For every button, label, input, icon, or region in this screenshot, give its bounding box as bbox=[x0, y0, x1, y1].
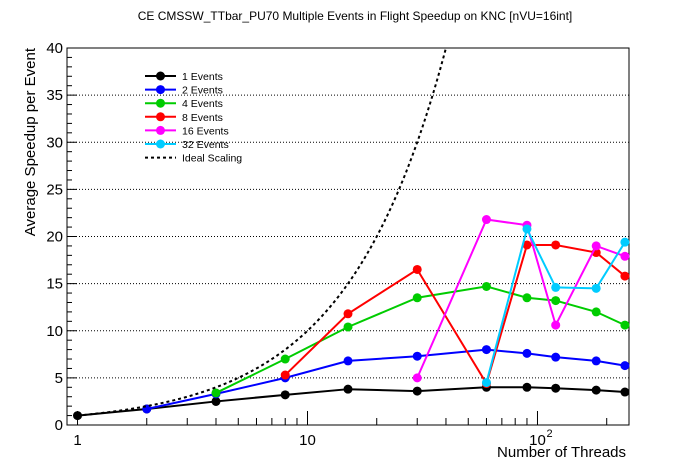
data-point bbox=[620, 237, 630, 247]
y-tick-label: 20 bbox=[46, 229, 63, 246]
y-tick-label: 35 bbox=[46, 87, 63, 104]
y-tick-label: 0 bbox=[55, 417, 63, 434]
series-line bbox=[284, 243, 626, 386]
data-point bbox=[343, 309, 353, 319]
legend-swatch-marker bbox=[156, 125, 165, 135]
data-point bbox=[551, 383, 561, 393]
legend-swatch-marker bbox=[156, 112, 165, 122]
series bbox=[73, 47, 630, 421]
data-point bbox=[280, 354, 290, 364]
data-point bbox=[591, 307, 601, 317]
legend-label: Ideal Scaling bbox=[182, 153, 242, 165]
y-tick-label: 30 bbox=[46, 134, 63, 151]
x-axis-label: Number of Threads bbox=[497, 444, 626, 461]
data-point bbox=[591, 385, 601, 395]
data-point bbox=[591, 283, 601, 293]
grid-lines bbox=[67, 94, 629, 379]
data-point bbox=[481, 281, 491, 291]
x-tick-label: 10 bbox=[299, 432, 316, 449]
data-point bbox=[522, 382, 532, 392]
data-point bbox=[211, 388, 221, 398]
legend-label: 4 Events bbox=[182, 98, 223, 110]
legend-swatch-marker bbox=[156, 71, 165, 81]
data-point bbox=[412, 386, 422, 396]
x-tick-label: 10 bbox=[529, 432, 546, 449]
data-point bbox=[551, 240, 561, 250]
y-tick-label: 5 bbox=[55, 370, 63, 387]
legend-label: 16 Events bbox=[182, 125, 229, 137]
x-tick-label: 1 bbox=[73, 432, 81, 449]
data-point bbox=[551, 320, 561, 330]
data-point bbox=[522, 348, 532, 358]
data-point bbox=[412, 351, 422, 361]
data-point bbox=[522, 240, 532, 250]
data-point bbox=[620, 361, 630, 371]
data-point bbox=[551, 282, 561, 292]
ideal-scaling-line bbox=[77, 47, 447, 417]
data-point bbox=[343, 384, 353, 394]
data-point bbox=[481, 345, 491, 355]
y-axis-label: Average Speedup per Event bbox=[22, 47, 39, 236]
data-point bbox=[343, 322, 353, 332]
y-tick-label: 40 bbox=[46, 40, 63, 57]
data-point bbox=[620, 271, 630, 281]
data-point bbox=[211, 396, 221, 406]
legend-label: 1 Events bbox=[182, 71, 223, 83]
data-point bbox=[620, 251, 630, 261]
series-line bbox=[416, 218, 626, 379]
data-point bbox=[522, 293, 532, 303]
data-point bbox=[620, 320, 630, 330]
data-point bbox=[591, 356, 601, 366]
legend-swatch-marker bbox=[156, 85, 165, 95]
data-point bbox=[551, 296, 561, 306]
series-line bbox=[146, 348, 626, 410]
x-tick-exponent: 2 bbox=[546, 428, 552, 440]
y-tick-label: 25 bbox=[46, 181, 63, 198]
data-point bbox=[412, 264, 422, 274]
data-point bbox=[412, 373, 422, 383]
data-point bbox=[522, 224, 532, 234]
legend-label: 8 Events bbox=[182, 112, 223, 124]
y-tick-label: 15 bbox=[46, 276, 63, 293]
chart-title: CE CMSSW_TTbar_PU70 Multiple Events in F… bbox=[138, 9, 573, 23]
data-point bbox=[551, 352, 561, 362]
data-point bbox=[591, 241, 601, 251]
data-point bbox=[620, 387, 630, 397]
data-point bbox=[280, 370, 290, 380]
legend-label: 32 Events bbox=[182, 139, 229, 151]
data-point bbox=[481, 215, 491, 225]
legend-swatch-marker bbox=[156, 98, 165, 108]
data-point bbox=[280, 390, 290, 400]
data-point bbox=[343, 356, 353, 366]
legend-label: 2 Events bbox=[182, 85, 223, 97]
legend-swatch-marker bbox=[156, 139, 165, 149]
data-point bbox=[412, 293, 422, 303]
y-tick-label: 10 bbox=[46, 323, 63, 340]
data-point bbox=[481, 378, 491, 388]
